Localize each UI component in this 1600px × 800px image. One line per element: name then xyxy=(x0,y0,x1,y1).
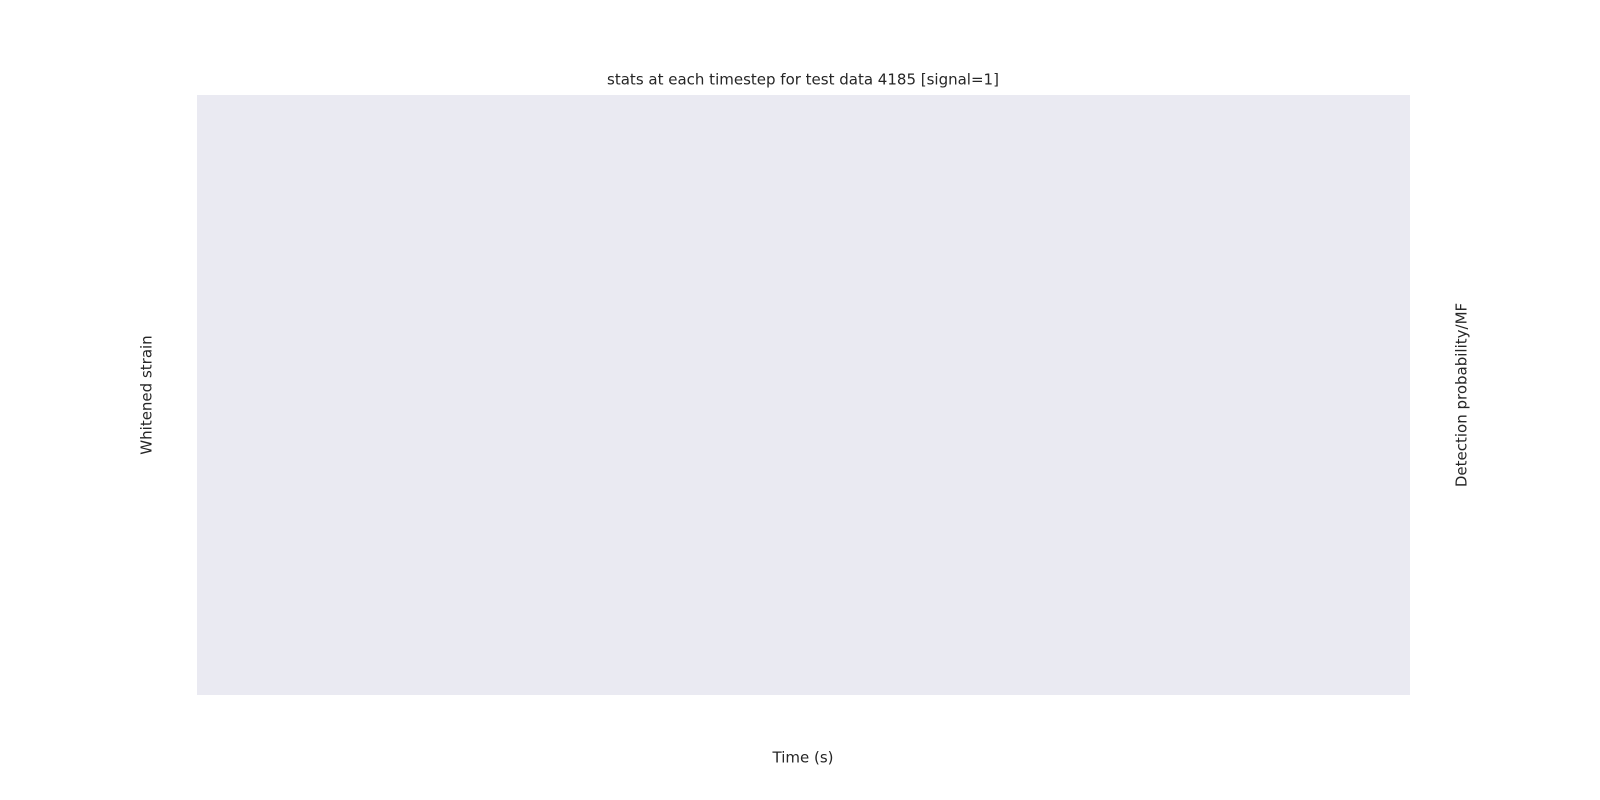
plot-area xyxy=(197,95,1410,695)
y2-axis-label: Detection probability/MF xyxy=(1453,303,1471,487)
chart-title: stats at each timestep for test data 418… xyxy=(607,71,999,89)
y-axis-label: Whitened strain xyxy=(138,335,156,454)
x-axis-label: Time (s) xyxy=(772,749,834,767)
